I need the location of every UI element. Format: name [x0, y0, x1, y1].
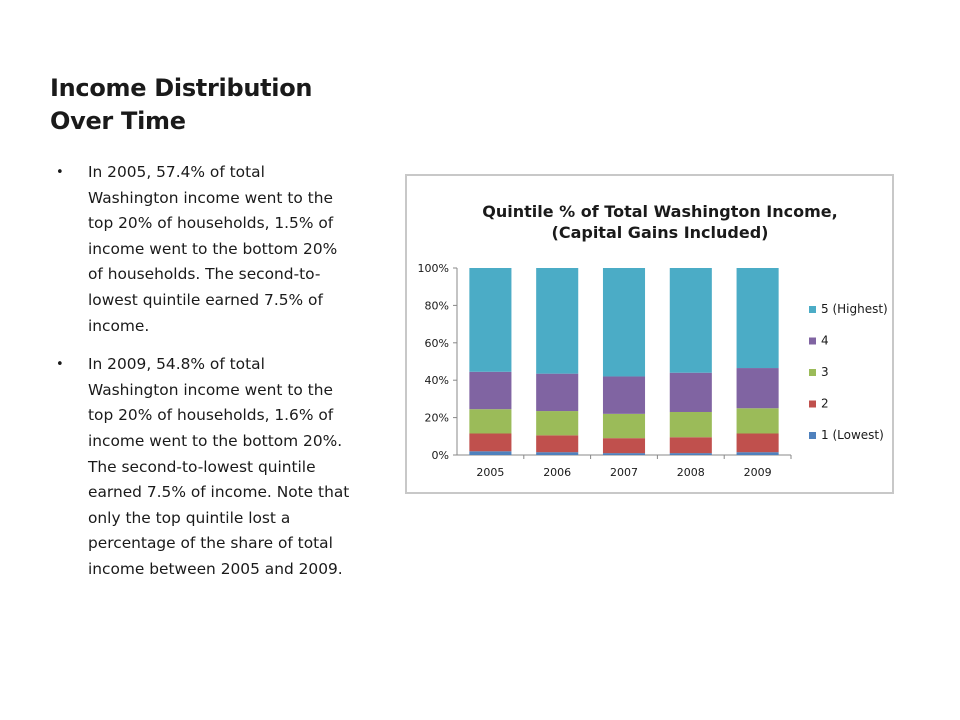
- x-tick-label: 2005: [476, 466, 504, 479]
- bar-segment: [602, 453, 646, 455]
- bar-segment: [736, 408, 779, 434]
- legend-swatch: [809, 306, 816, 313]
- bar-segment: [669, 437, 712, 454]
- y-tick-label: 0%: [432, 449, 449, 462]
- bar-segment: [469, 409, 512, 434]
- bar-segment: [669, 453, 712, 455]
- legend-label: 1 (Lowest): [821, 428, 884, 442]
- bar-segment: [669, 268, 712, 373]
- y-tick-label: 80%: [425, 299, 449, 312]
- bar-segment: [602, 268, 646, 377]
- bar-segment: [736, 452, 779, 455]
- bar-segment: [469, 451, 512, 455]
- chart-subtitle: (Capital Gains Included): [552, 223, 769, 242]
- bar-segment: [469, 268, 512, 372]
- chart-container: Quintile % of Total Washington Income, (…: [405, 174, 894, 494]
- legend-label: 5 (Highest): [821, 302, 888, 316]
- legend-swatch: [809, 400, 816, 408]
- bullet-item: • In 2009, 54.8% of total Washington inc…: [56, 352, 356, 582]
- bar-segment: [602, 376, 646, 414]
- bar-segment: [736, 368, 779, 409]
- x-tick-label: 2008: [677, 466, 705, 479]
- x-tick-label: 2007: [610, 466, 638, 479]
- chart-title: Quintile % of Total Washington Income,: [482, 202, 837, 221]
- x-tick-label: 2006: [543, 466, 571, 479]
- y-tick-label: 40%: [425, 374, 449, 387]
- bar-segment: [469, 433, 512, 452]
- bar-segment: [669, 411, 712, 438]
- bar-segment: [669, 372, 712, 412]
- bar-segment: [736, 433, 779, 453]
- legend-label: 4: [821, 334, 829, 348]
- bullet-text: In 2009, 54.8% of total Washington incom…: [88, 355, 350, 578]
- bullet-dot-icon: •: [56, 357, 64, 373]
- bar-segment: [536, 452, 579, 455]
- bar-segment: [602, 413, 646, 439]
- bar-segment: [602, 438, 646, 454]
- legend-label: 3: [821, 365, 829, 379]
- x-tick-label: 2009: [744, 466, 772, 479]
- plot-area: 0% 20% 40% 60% 80% 100% 2005 2006 2007 2008 2009: [418, 262, 792, 479]
- legend-swatch: [809, 337, 816, 345]
- y-tick-label: 20%: [425, 412, 449, 425]
- bullet-dot-icon: •: [56, 165, 64, 180]
- bullet-text: In 2005, 57.4% of total Washington incom…: [88, 163, 338, 335]
- bullet-item: • In 2005, 57.4% of total Washington inc…: [56, 160, 356, 339]
- bar-segment: [536, 373, 579, 412]
- stacked-bar-chart: Quintile % of Total Washington Income, (…: [418, 202, 888, 479]
- bar-segment: [536, 268, 579, 374]
- bullet-list: • In 2005, 57.4% of total Washington inc…: [56, 160, 356, 596]
- legend-swatch: [809, 432, 816, 439]
- slide-title: Income Distribution Over Time: [50, 74, 313, 135]
- legend-label: 2: [821, 397, 829, 411]
- bar-segment: [536, 435, 579, 453]
- bar-segment: [469, 371, 512, 410]
- y-tick-label: 100%: [418, 262, 449, 275]
- bar-segment: [736, 268, 779, 369]
- legend-swatch: [809, 369, 816, 376]
- chart-legend: 5 (Highest) 4 3 2 1 (Lowest): [809, 302, 888, 442]
- bar-segment: [536, 411, 579, 436]
- y-tick-label: 60%: [425, 337, 449, 350]
